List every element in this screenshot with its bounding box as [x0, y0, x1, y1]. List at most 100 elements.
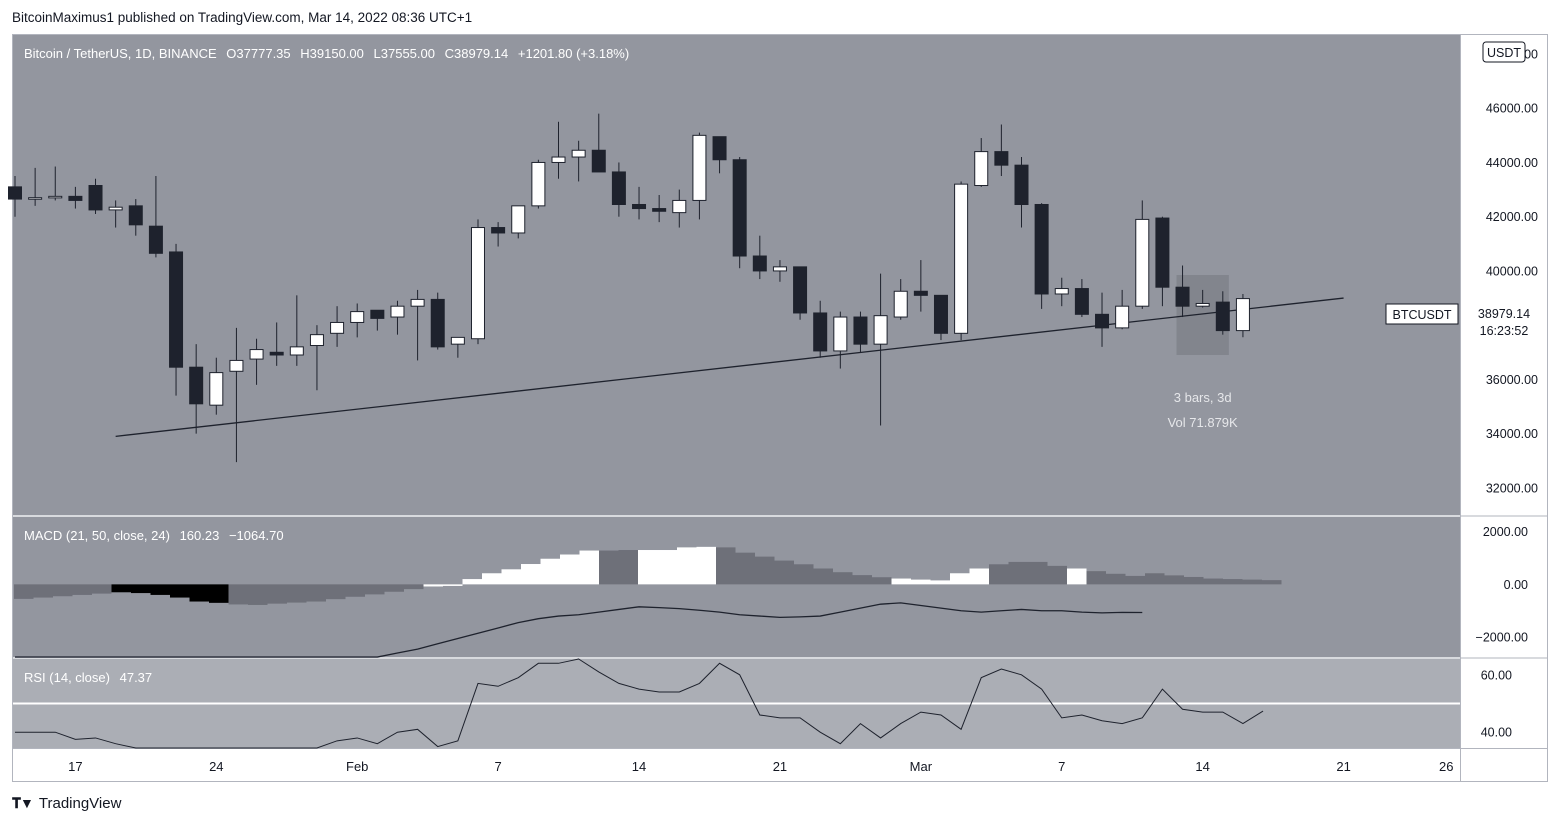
candle[interactable] — [551, 156, 566, 163]
macd-histogram-bar — [677, 547, 697, 585]
macd-histogram-bar — [1125, 575, 1145, 585]
candle[interactable] — [330, 321, 345, 334]
candle[interactable] — [1115, 305, 1130, 329]
candle[interactable] — [169, 251, 184, 368]
candle[interactable] — [390, 305, 405, 318]
macd-histogram-bar — [1242, 579, 1262, 585]
candle[interactable] — [269, 351, 284, 356]
candle[interactable] — [732, 159, 747, 257]
candle[interactable] — [994, 151, 1009, 166]
candle[interactable] — [933, 294, 948, 334]
candle[interactable] — [813, 312, 828, 352]
candle[interactable] — [430, 298, 445, 348]
candle[interactable] — [1155, 217, 1170, 288]
candle[interactable] — [370, 309, 385, 319]
macd-title[interactable]: MACD (21, 50, close, 24) — [24, 528, 170, 543]
candle[interactable] — [913, 290, 928, 296]
candle[interactable] — [1095, 313, 1110, 329]
candle[interactable] — [470, 227, 485, 340]
macd-histogram-bar — [345, 584, 365, 597]
candle[interactable] — [632, 203, 647, 210]
macd-histogram-bar — [228, 584, 248, 605]
candle[interactable] — [853, 316, 868, 345]
macd-histogram-bar — [72, 584, 92, 595]
candle[interactable] — [108, 206, 123, 211]
macd-histogram-bar — [189, 584, 209, 602]
candle[interactable] — [531, 161, 546, 207]
candle[interactable] — [692, 134, 707, 201]
macd-value-2: −1064.70 — [228, 528, 284, 543]
candle[interactable] — [8, 186, 22, 200]
macd-histogram-bar — [833, 572, 853, 585]
candle[interactable] — [450, 336, 465, 345]
rsi-axis-tick: 40.00 — [1481, 726, 1512, 740]
candle[interactable] — [48, 195, 63, 199]
candle[interactable] — [873, 315, 888, 345]
candle[interactable] — [1054, 288, 1069, 295]
candle[interactable] — [591, 149, 606, 173]
candle[interactable] — [1034, 203, 1049, 295]
macd-histogram-bar — [501, 569, 521, 585]
bar-countdown-label: 16:23:52 — [1480, 324, 1529, 338]
candle[interactable] — [249, 349, 264, 360]
candle[interactable] — [1175, 286, 1190, 307]
candle[interactable] — [611, 171, 626, 205]
macd-histogram-bar — [33, 584, 53, 598]
candle[interactable] — [1074, 288, 1089, 315]
candle[interactable] — [954, 183, 969, 334]
candle[interactable] — [571, 149, 586, 158]
candle[interactable] — [189, 366, 204, 405]
candle[interactable] — [772, 266, 787, 272]
price-axis-tick: 40000.00 — [1486, 264, 1538, 278]
price-pane[interactable] — [13, 35, 1460, 515]
candle[interactable] — [289, 346, 304, 356]
legend-close-label: C — [444, 46, 455, 61]
candle[interactable] — [229, 359, 244, 372]
macd-histogram-bar — [1047, 565, 1067, 585]
macd-signal-line[interactable] — [15, 602, 1143, 658]
legend-close-value: 38979.14 — [454, 46, 509, 61]
legend-symbol[interactable]: Bitcoin / TetherUS, 1D, BINANCE — [24, 46, 217, 61]
candle[interactable] — [974, 151, 989, 187]
candle[interactable] — [148, 225, 163, 254]
candle[interactable] — [350, 311, 365, 323]
support-trendline[interactable] — [115, 297, 1344, 438]
rsi-line[interactable] — [15, 658, 1264, 749]
macd-histogram-bar — [209, 584, 229, 603]
candle[interactable] — [752, 255, 767, 272]
candle[interactable] — [1195, 302, 1210, 307]
candle[interactable] — [209, 372, 224, 406]
publisher-line: BitcoinMaximus1 published on TradingView… — [12, 10, 473, 25]
candle[interactable] — [893, 290, 908, 318]
candle[interactable] — [833, 316, 848, 352]
candle[interactable] — [28, 197, 43, 200]
candle[interactable] — [88, 185, 103, 211]
macd-histogram-bar — [930, 580, 950, 585]
candle[interactable] — [712, 136, 727, 161]
time-axis-tick: Mar — [910, 759, 933, 774]
macd-histogram-bar — [131, 584, 151, 594]
ticker-label-box[interactable] — [1385, 303, 1459, 325]
tradingview-brand[interactable]: 𝐓▼ TradingView — [12, 795, 121, 812]
candle[interactable] — [410, 298, 425, 307]
candle[interactable] — [309, 334, 324, 347]
macd-histogram-bar — [1164, 575, 1184, 585]
macd-histogram-bar — [306, 584, 326, 602]
candle[interactable] — [793, 266, 808, 314]
candle[interactable] — [1014, 164, 1029, 205]
candle[interactable] — [1215, 301, 1230, 332]
candle[interactable] — [511, 205, 526, 234]
candle[interactable] — [68, 195, 83, 201]
candle[interactable] — [652, 208, 667, 212]
legend-open-label: O — [226, 46, 237, 61]
rsi-title[interactable]: RSI (14, close) — [24, 670, 110, 685]
candle[interactable] — [672, 199, 687, 214]
candle[interactable] — [128, 205, 143, 226]
candle[interactable] — [491, 227, 506, 234]
macd-histogram-bar — [423, 584, 443, 587]
ticker-label: BTCUSDT — [1392, 308, 1451, 322]
candle[interactable] — [1135, 218, 1150, 307]
currency-badge[interactable] — [1482, 41, 1526, 63]
candle[interactable] — [1235, 298, 1250, 332]
